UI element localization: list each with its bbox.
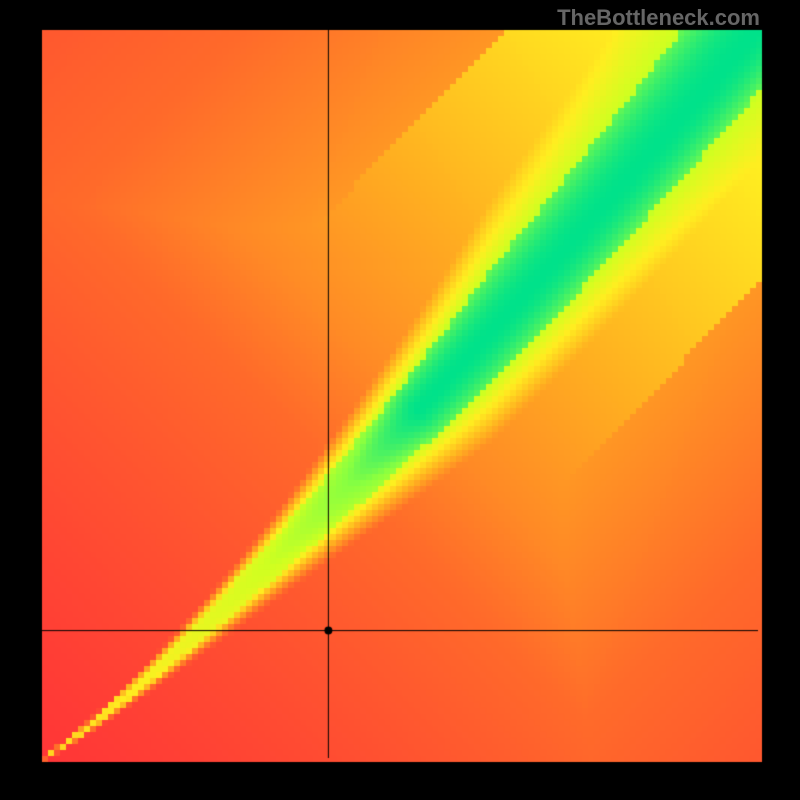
watermark-text: TheBottleneck.com [557, 5, 760, 31]
bottleneck-heatmap [0, 0, 800, 800]
